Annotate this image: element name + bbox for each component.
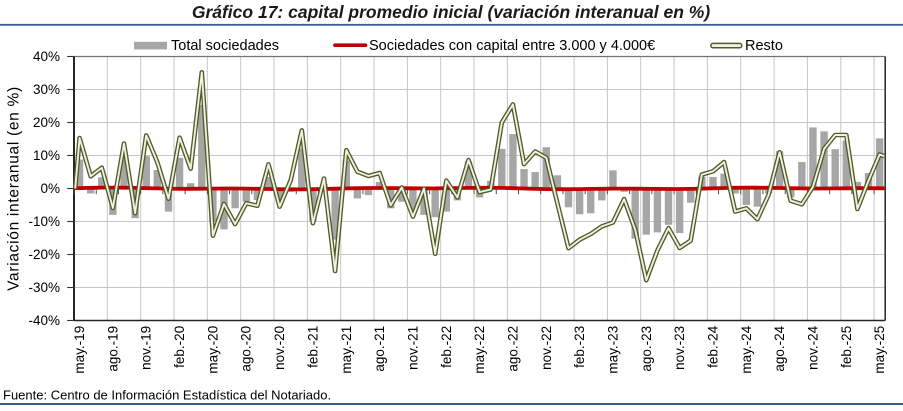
svg-text:feb.-25: feb.-25 [839,326,854,368]
svg-text:40%: 40% [33,49,60,64]
svg-text:Total sociedades: Total sociedades [171,38,279,54]
svg-text:nov.-24: nov.-24 [806,325,821,370]
svg-text:20%: 20% [33,115,60,130]
svg-text:Gráfico 17: capital promedio i: Gráfico 17: capital promedio inicial (va… [192,2,711,22]
svg-text:feb.-23: feb.-23 [572,326,587,368]
svg-text:Fuente: Centro de Información: Fuente: Centro de Información Estadístic… [3,388,331,403]
svg-text:may.-21: may.-21 [339,326,354,374]
svg-text:ago.-20: ago.-20 [239,326,254,372]
svg-text:ago.-23: ago.-23 [639,326,654,372]
svg-text:may.-23: may.-23 [605,326,620,374]
svg-text:feb.-20: feb.-20 [172,326,187,368]
svg-text:nov.-22: nov.-22 [539,326,554,370]
svg-text:may.-22: may.-22 [472,326,487,374]
svg-text:-10%: -10% [28,214,60,229]
svg-text:ago.-21: ago.-21 [372,326,387,372]
svg-text:30%: 30% [33,82,60,97]
svg-text:10%: 10% [33,148,60,163]
svg-text:nov.-20: nov.-20 [272,326,287,370]
svg-text:nov.-21: nov.-21 [405,326,420,370]
svg-text:Variación interanual (en %): Variación interanual (en %) [6,86,23,291]
svg-text:nov.-19: nov.-19 [139,326,154,370]
svg-text:may.-19: may.-19 [72,326,87,374]
svg-text:-30%: -30% [28,280,60,295]
svg-text:0%: 0% [40,181,60,196]
svg-text:may.-24: may.-24 [739,325,754,373]
svg-text:Sociedades con capital entre 3: Sociedades con capital entre 3.000 y 4.0… [369,38,655,54]
svg-text:may.-25: may.-25 [872,326,887,374]
svg-text:feb.-22: feb.-22 [439,326,454,368]
svg-text:feb.-21: feb.-21 [305,326,320,368]
svg-text:Resto: Resto [745,38,783,54]
svg-text:ago.-22: ago.-22 [505,326,520,372]
svg-text:ago.-19: ago.-19 [105,326,120,372]
svg-text:feb.-24: feb.-24 [706,325,721,368]
svg-text:nov.-23: nov.-23 [672,326,687,370]
svg-text:may.-20: may.-20 [205,326,220,374]
svg-text:-40%: -40% [28,313,60,328]
svg-text:-20%: -20% [28,247,60,262]
svg-text:ago.-24: ago.-24 [772,325,787,371]
